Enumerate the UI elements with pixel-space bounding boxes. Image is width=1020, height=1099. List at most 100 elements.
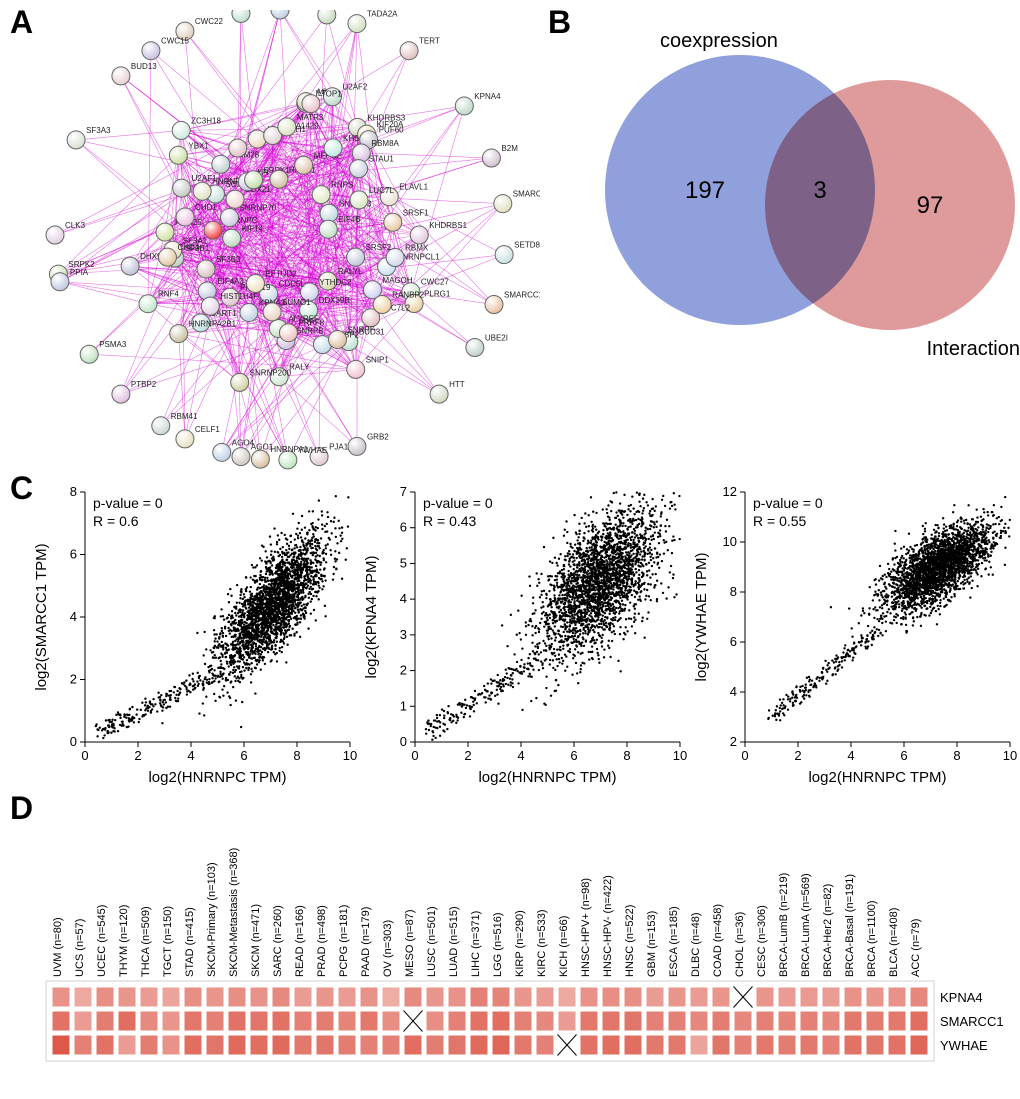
network-node bbox=[223, 229, 241, 247]
heatmap-cell bbox=[514, 1011, 533, 1032]
heatmap-cell bbox=[580, 1011, 599, 1032]
network-node bbox=[482, 149, 500, 167]
x-tick: 2 bbox=[794, 748, 801, 763]
heatmap-cell bbox=[118, 1011, 137, 1032]
network-node bbox=[80, 345, 98, 363]
network-node bbox=[170, 325, 188, 343]
network-node bbox=[220, 209, 238, 227]
heatmap-col-label: STAD (n=415) bbox=[184, 907, 196, 977]
heatmap-cell bbox=[822, 1035, 841, 1056]
network-node-label: EFTUD2 bbox=[265, 270, 297, 279]
heatmap-col-label: HNSC-HPV- (n=422) bbox=[602, 875, 614, 977]
heatmap-cell bbox=[294, 1035, 313, 1056]
heatmap-col-label: LUSC (n=501) bbox=[426, 906, 438, 977]
network-node-label: SF3B3 bbox=[216, 255, 241, 264]
network-node bbox=[495, 246, 513, 264]
network-node bbox=[112, 385, 130, 403]
network-node bbox=[213, 443, 231, 461]
network-node-label: MAGOH bbox=[382, 276, 412, 285]
network-node bbox=[295, 156, 313, 174]
heatmap-cell bbox=[448, 987, 467, 1008]
network-node-label: PPIA bbox=[70, 268, 89, 277]
heatmap-cell bbox=[250, 1035, 269, 1056]
network-node-label: KIF14 bbox=[242, 224, 264, 233]
y-tick: 5 bbox=[400, 555, 407, 570]
heatmap-col-label: KIRP (n=290) bbox=[514, 910, 526, 977]
network-node bbox=[263, 303, 281, 321]
network-node bbox=[324, 139, 342, 157]
x-tick: 4 bbox=[517, 748, 524, 763]
heatmap-col-label: LIHC (n=371) bbox=[470, 911, 482, 977]
network-node-label: SF3A3 bbox=[86, 126, 111, 135]
heatmap-col-label: THCA (n=509) bbox=[140, 906, 152, 977]
x-tick: 10 bbox=[673, 748, 687, 763]
network-node-label: PUF60 bbox=[379, 126, 404, 135]
heatmap-cell bbox=[712, 987, 731, 1008]
heatmap-cell bbox=[426, 1035, 445, 1056]
network-node bbox=[169, 146, 187, 164]
network-node-label: GRB2 bbox=[367, 432, 389, 441]
heatmap-cell bbox=[74, 987, 93, 1008]
heatmap-col-label: SARC (n=260) bbox=[272, 905, 284, 977]
heatmap-cell bbox=[206, 1035, 225, 1056]
heatmap-col-label: KIRC (n=533) bbox=[536, 909, 548, 977]
stat-r: R = 0.6 bbox=[93, 513, 139, 529]
heatmap-cell bbox=[184, 1011, 203, 1032]
heatmap-col-label: BRCA-Her2 (n=82) bbox=[822, 884, 834, 977]
network-node-label: CHD1 bbox=[195, 203, 217, 212]
network-node-label: YTHDC2 bbox=[319, 278, 352, 287]
x-axis-label: log2(HNRNPC TPM) bbox=[478, 769, 616, 786]
network-node-label: SNRPB bbox=[296, 327, 324, 336]
heatmap-cell bbox=[404, 987, 423, 1008]
heatmap-cell bbox=[162, 1011, 181, 1032]
network-node-label: SETD8 bbox=[514, 241, 540, 250]
heatmap-cell bbox=[734, 1011, 753, 1032]
heatmap-cell bbox=[228, 1035, 247, 1056]
heatmap-cell bbox=[800, 1011, 819, 1032]
heatmap-cell bbox=[888, 987, 907, 1008]
network-node bbox=[400, 42, 418, 60]
network-node bbox=[384, 213, 402, 231]
network-node bbox=[347, 248, 365, 266]
network-node-label: HNRNPA2B1 bbox=[189, 320, 237, 329]
heatmap-cell bbox=[844, 1011, 863, 1032]
network-node bbox=[51, 273, 69, 291]
heatmap-cell bbox=[52, 1035, 71, 1056]
heatmap-cell bbox=[756, 1011, 775, 1032]
heatmap-cell bbox=[778, 1035, 797, 1056]
y-axis-label: log2(SMARCC1 TPM) bbox=[33, 543, 50, 690]
heatmap-col-label: ESCA (n=185) bbox=[668, 906, 680, 977]
network-node bbox=[270, 170, 288, 188]
network-node bbox=[121, 257, 139, 275]
network-node-label: SNRNP70 bbox=[239, 204, 276, 213]
heatmap-cell bbox=[360, 1035, 379, 1056]
heatmap-cell bbox=[382, 1035, 401, 1056]
network-node bbox=[231, 373, 249, 391]
heatmap-cell bbox=[250, 987, 269, 1008]
heatmap-col-label: SKCM-Primary (n=103) bbox=[206, 862, 218, 977]
heatmap-cell bbox=[140, 1035, 159, 1056]
heatmap-cell bbox=[184, 987, 203, 1008]
network-node-label: RBM41 bbox=[171, 412, 198, 421]
heatmap-col-label: PAAD (n=179) bbox=[360, 907, 372, 977]
network-node-label: RALYL bbox=[338, 267, 363, 276]
network-node-label: TERT bbox=[419, 37, 440, 46]
heatmap-cell bbox=[866, 1011, 885, 1032]
heatmap-cell bbox=[338, 1011, 357, 1032]
network-node-label: ELAVL1 bbox=[399, 183, 428, 192]
y-tick: 2 bbox=[70, 672, 77, 687]
x-axis-label: log2(HNRNPC TPM) bbox=[148, 769, 286, 786]
heatmap-col-label: CHOL (n=36) bbox=[734, 912, 746, 977]
heatmap-cell bbox=[778, 987, 797, 1008]
network-node bbox=[232, 448, 250, 466]
heatmap-cell bbox=[910, 1011, 929, 1032]
heatmap-cell bbox=[184, 1035, 203, 1056]
network-node-label: RNF4 bbox=[158, 290, 179, 299]
network-node-label: SMARCC1 bbox=[504, 291, 540, 300]
y-tick: 4 bbox=[730, 684, 737, 699]
heatmap-col-label: SKCM-Metastasis (n=368) bbox=[228, 848, 240, 977]
network-node-label: HTT bbox=[449, 380, 465, 389]
network-node-label: KPNA4 bbox=[474, 92, 501, 101]
heatmap-cell bbox=[756, 1035, 775, 1056]
network-node-label: SNRPF bbox=[348, 325, 375, 334]
